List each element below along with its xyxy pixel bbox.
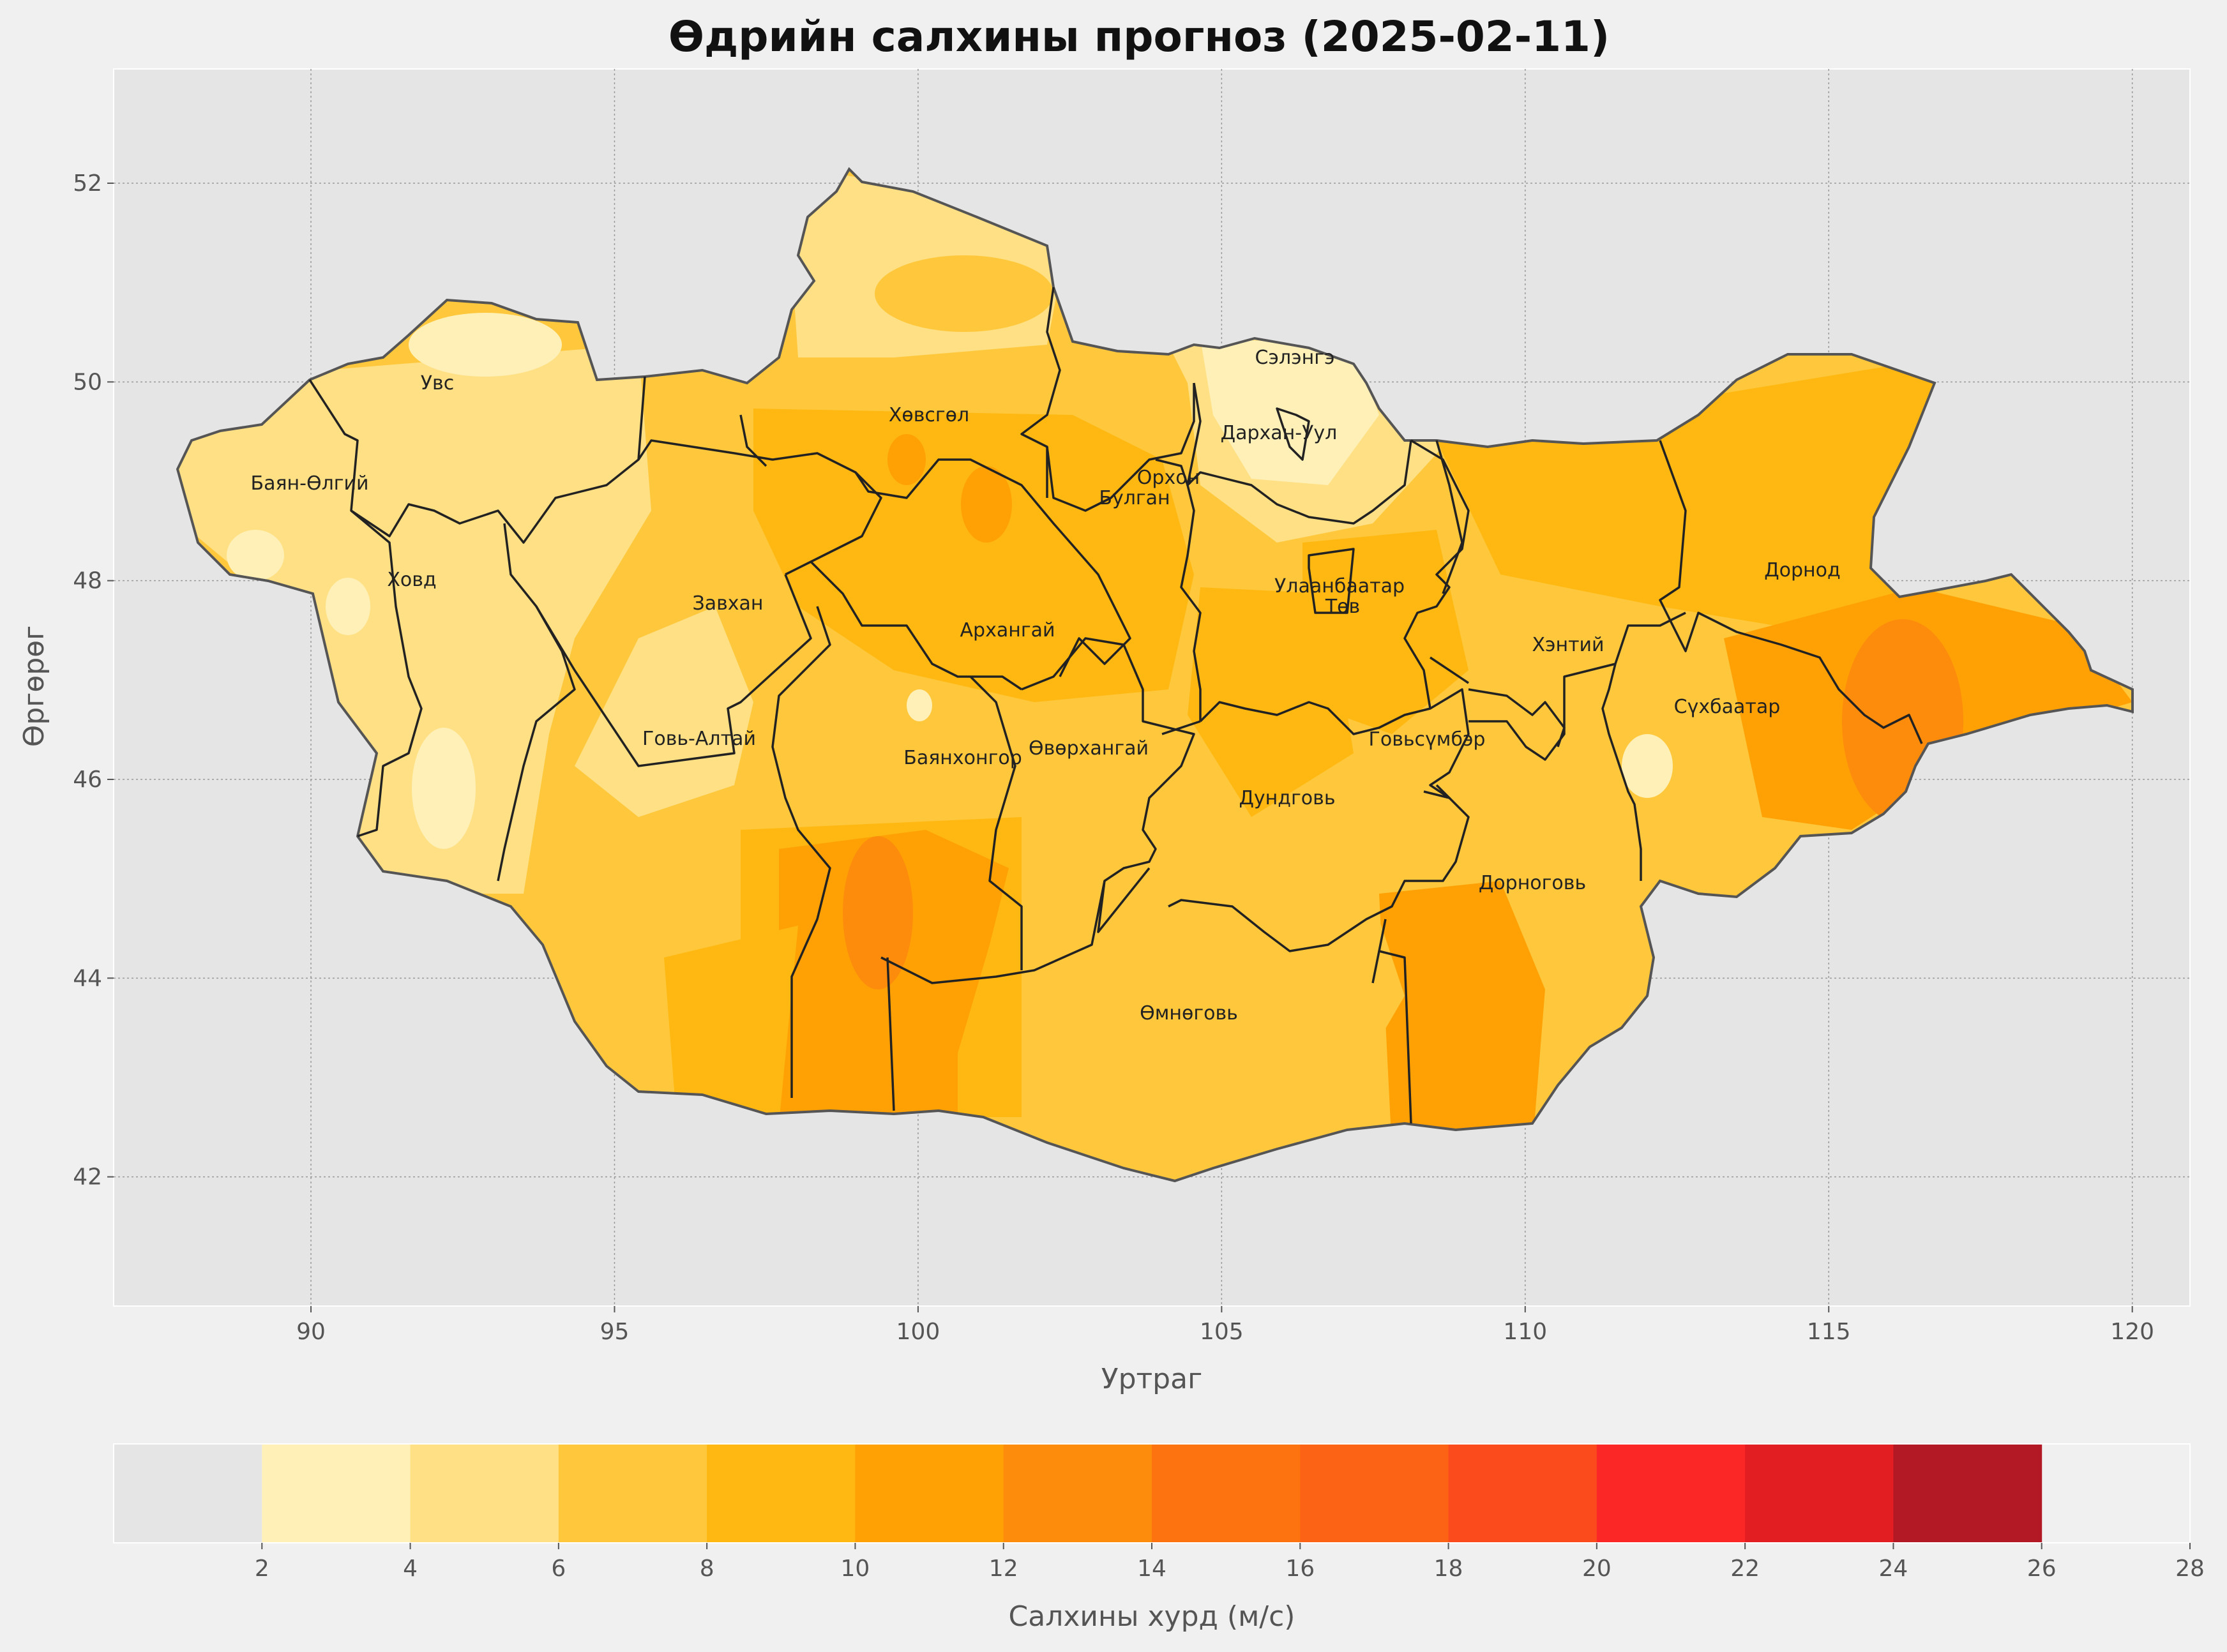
x-tick-label: 100 — [896, 1319, 940, 1345]
province-label-selenge: Сэлэнгэ — [1255, 347, 1335, 369]
colorbar-swatch — [262, 1444, 411, 1543]
province-label-khuvsgul: Хөвсгөл — [889, 404, 969, 426]
colorbar-swatch — [1152, 1444, 1301, 1543]
province-label-dundgovi: Дундговь — [1239, 787, 1335, 809]
colorbar-tick-label: 12 — [989, 1556, 1018, 1582]
y-tick-label: 42 — [73, 1164, 102, 1190]
province-label-dornod: Дорнод — [1764, 559, 1841, 582]
colorbar-swatch — [1300, 1444, 1449, 1543]
colorbar-tick-label: 2 — [255, 1556, 269, 1582]
province-label-sukhbaatar: Сүхбаатар — [1674, 696, 1781, 718]
x-axis-label: Уртраг — [1101, 1363, 1202, 1395]
colorbar-tick-label: 22 — [1730, 1556, 1760, 1582]
province-label-bayan-ulgii: Баян-Өлгий — [251, 472, 369, 495]
province-label-darkhan-uul: Дархан-Уул — [1221, 422, 1338, 444]
y-tick-label: 44 — [73, 965, 102, 991]
x-tick-label: 90 — [296, 1319, 326, 1345]
colorbar-tick-label: 6 — [551, 1556, 566, 1582]
x-tick-label: 105 — [1200, 1319, 1244, 1345]
province-label-umnugovi: Өмнөговь — [1140, 1002, 1238, 1025]
y-tick-label: 46 — [73, 767, 102, 793]
colorbar-swatch — [558, 1444, 707, 1543]
colorbar-swatch — [855, 1444, 1004, 1543]
colorbar-swatch — [1003, 1444, 1152, 1543]
province-label-bulgan: Булган — [1099, 487, 1170, 509]
colorbar-swatch — [1745, 1444, 1894, 1543]
province-label-tuv: Төв — [1325, 596, 1360, 618]
colorbar-swatch — [1448, 1444, 1597, 1543]
colorbar-tick-label: 16 — [1285, 1556, 1315, 1582]
colorbar-swatch — [1893, 1444, 2042, 1543]
colorbar-swatch — [410, 1444, 559, 1543]
x-tick-label: 110 — [1503, 1319, 1547, 1345]
colorbar-tick-label: 8 — [700, 1556, 714, 1582]
colorbar-tick-label: 4 — [403, 1556, 418, 1582]
colorbar — [113, 1443, 2191, 1543]
mongolia-wind-map: Увс Баян-Өлгий Ховд Завхан Говь-Алтай Хө… — [176, 167, 2134, 1183]
province-label-bayankhongor: Баянхонгор — [903, 747, 1022, 769]
province-label-khentii: Хэнтий — [1532, 634, 1604, 656]
colorbar-tick-label: 28 — [2175, 1556, 2205, 1582]
colorbar-swatch — [707, 1444, 856, 1543]
colorbar-tick-label: 24 — [1879, 1556, 1908, 1582]
y-axis-label: Өргөрөг — [18, 626, 50, 747]
province-boundaries — [308, 287, 1923, 1124]
province-label-khovd: Ховд — [387, 569, 436, 591]
x-tick-label: 115 — [1807, 1319, 1851, 1345]
colorbar-ticks: 2 4 6 8 10 12 14 16 18 20 22 24 26 28 — [255, 1543, 2205, 1582]
province-label-uvs: Увс — [421, 372, 454, 394]
y-tick-label: 50 — [73, 369, 102, 395]
colorbar-tick-label: 14 — [1137, 1556, 1166, 1582]
province-label-uvurkhangai: Өвөрхангай — [1029, 737, 1149, 760]
province-label-arkhangai: Архангай — [960, 619, 1055, 642]
province-label-ulaanbaatar: Улаанбаатар — [1274, 575, 1405, 597]
y-tick-label: 52 — [73, 170, 102, 197]
colorbar-swatch — [114, 1444, 262, 1543]
chart-title: Өдрийн салхины прогноз (2025-02-11) — [668, 12, 1610, 61]
colorbar-tick-label: 20 — [1582, 1556, 1612, 1582]
x-tick-label: 95 — [600, 1319, 630, 1345]
y-tick-label: 48 — [73, 568, 102, 594]
colorbar-tick-label: 10 — [841, 1556, 870, 1582]
colorbar-label: Салхины хурд (м/с) — [1009, 1600, 1295, 1633]
province-label-govi-altai: Говь-Алтай — [642, 728, 756, 750]
province-label-zavkhan: Завхан — [692, 592, 763, 615]
x-tick-label: 120 — [2110, 1319, 2154, 1345]
province-label-govisumber: Говьсүмбэр — [1369, 728, 1486, 751]
colorbar-tick-label: 26 — [2027, 1556, 2057, 1582]
colorbar-tick-label: 18 — [1434, 1556, 1463, 1582]
province-label-dornogovi: Дорноговь — [1479, 872, 1586, 894]
x-axis-ticks: 90 95 100 105 110 115 120 — [296, 1306, 2154, 1345]
colorbar-swatch — [1596, 1444, 1746, 1543]
province-label-orkhon: Орхон — [1137, 467, 1200, 489]
y-axis-ticks: 42 44 46 48 50 52 — [73, 170, 114, 1190]
